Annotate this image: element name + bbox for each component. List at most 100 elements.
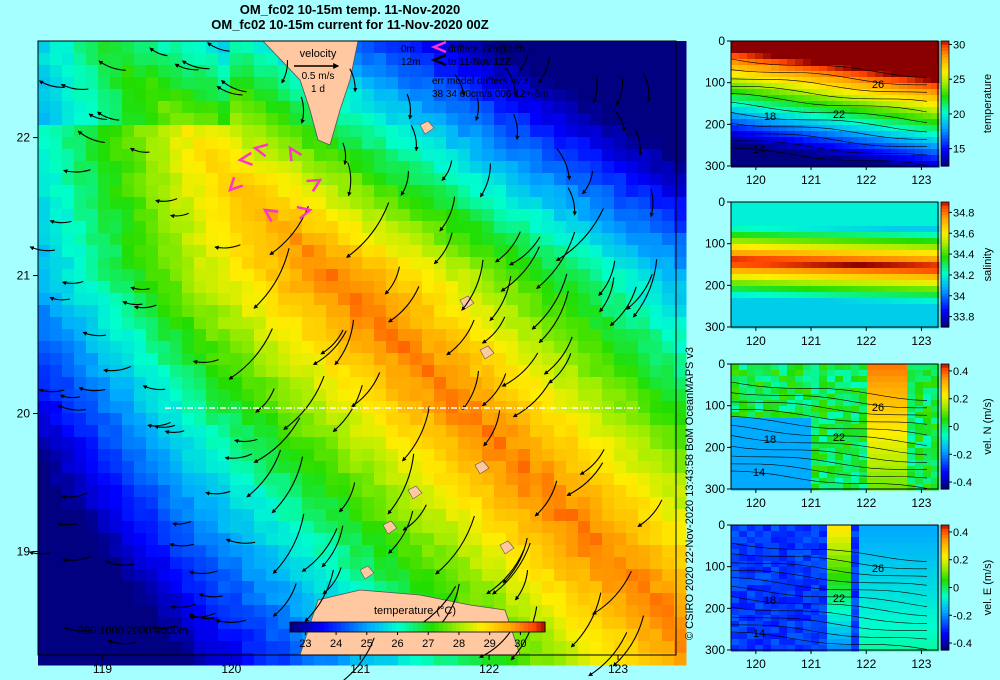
current-arrow: [28, 551, 51, 556]
current-arrow: [170, 603, 196, 610]
section-y-tick: 300: [705, 482, 725, 496]
current-arrow: [500, 246, 540, 292]
island: [382, 520, 398, 535]
current-arrow: [38, 388, 65, 393]
current-arrow: [461, 259, 484, 311]
island: [499, 540, 515, 555]
section-y-tick: 0: [718, 357, 725, 371]
current-arrow: [462, 370, 480, 411]
current-arrow: [155, 198, 178, 204]
current-arrow: [60, 84, 89, 90]
current-arrow: [513, 114, 520, 141]
section-x-tick: 122: [856, 173, 876, 187]
temperature-field: [38, 41, 687, 666]
section-colorbar-tick: 33.8: [953, 312, 974, 324]
current-arrow: [480, 163, 491, 198]
current-arrow: [492, 542, 531, 595]
velocity-time-label: 1 d: [311, 84, 325, 95]
current-arrow: [384, 266, 400, 295]
current-arrow: [599, 277, 615, 313]
island: [419, 120, 435, 135]
current-arrow: [57, 404, 87, 411]
current-arrow: [567, 187, 577, 216]
section-x-tick: 121: [801, 496, 821, 510]
current-arrow: [271, 456, 304, 514]
drifter-legend: 0m 12m drifters 72h@12h to 11-Nov 12Z er…: [401, 40, 548, 100]
current-arrow: [598, 260, 616, 296]
section-colorbar-tick: 34.2: [953, 270, 974, 282]
section-x-tick: 123: [911, 173, 931, 187]
current-arrow: [82, 331, 106, 337]
current-arrow: [579, 449, 605, 475]
current-arrow: [188, 613, 215, 620]
current-arrow: [446, 319, 475, 356]
colorbar-tick: 27: [422, 638, 434, 650]
current-arrow: [582, 170, 594, 195]
current-arrow: [388, 510, 414, 554]
current-arrow: [301, 528, 338, 572]
bathymetry-label: 200 1000 2000 4000m: [78, 625, 188, 637]
section-y-tick: 200: [705, 278, 725, 292]
current-arrow: [63, 169, 91, 174]
current-arrow: [475, 97, 480, 122]
current-arrow: [207, 42, 230, 52]
section-panel-2: 26 22 18 14 0 100 200 300 120 121 122 123 -0.4 -0.2 0 0…: [705, 357, 994, 510]
drifter-chevron: [296, 205, 313, 220]
current-arrow: [534, 480, 558, 517]
section-x-tick: 123: [911, 334, 931, 348]
current-arrow: [147, 421, 171, 429]
current-arrow: [489, 275, 512, 322]
section-x-tick: 122: [856, 496, 876, 510]
current-arrow: [612, 615, 645, 667]
current-arrow: [281, 60, 289, 84]
temperature-colorbar: temperature (°C) 23 24 25 26 27 28 29 30: [289, 605, 546, 650]
current-arrow: [164, 430, 185, 435]
current-arrow: [634, 129, 643, 157]
colorbar-tick: 24: [330, 638, 342, 650]
section-colorbar-tick: -0.2: [953, 610, 972, 622]
section-y-tick: 300: [705, 643, 725, 657]
current-arrow: [494, 231, 521, 263]
current-arrow: [60, 492, 88, 500]
section-x-tick: 122: [856, 657, 876, 671]
map-axes: 119 120 121 122 123 19 20 21 22: [17, 40, 677, 676]
current-arrow: [570, 592, 602, 648]
colorbar-tick: 25: [361, 638, 373, 650]
current-arrow: [593, 77, 598, 104]
section-y-tick: 100: [705, 560, 725, 574]
drifter-tracks: [228, 143, 323, 223]
current-arrow: [338, 637, 375, 680]
current-arrow: [150, 625, 176, 631]
colorbar-tick: 26: [391, 638, 403, 650]
current-arrow: [188, 570, 218, 575]
current-arrow: [62, 555, 91, 563]
island: [407, 485, 423, 500]
current-arrow: [509, 236, 541, 266]
section-y-tick: 200: [705, 440, 725, 454]
current-arrow: [224, 453, 253, 461]
section-x-tick: 120: [746, 496, 766, 510]
colorbar-tick: 28: [453, 638, 465, 650]
section-colorbar-tick: -0.2: [953, 449, 972, 461]
current-arrow: [537, 56, 550, 84]
current-arrow: [246, 449, 282, 498]
current-arrow: [387, 453, 415, 515]
current-arrow: [96, 111, 120, 121]
current-arrow: [481, 373, 507, 407]
current-arrow: [555, 208, 604, 261]
section-variable-label: salinity: [982, 247, 994, 281]
current-arrow: [57, 522, 78, 527]
map-y-tick: 20: [17, 407, 31, 421]
current-arrow: [122, 301, 143, 306]
model-drifter-marker-icon: [430, 53, 447, 67]
current-arrow: [548, 353, 572, 384]
contour-label: 26: [872, 79, 884, 91]
current-arrow: [643, 73, 652, 103]
drifter-depth-1: 0m: [401, 44, 415, 55]
section-y-tick: 200: [705, 117, 725, 131]
current-arrow: [632, 259, 658, 318]
drifter-chevron: [288, 145, 303, 162]
current-arrow: [169, 212, 189, 219]
section-colorbar-tick: 0.2: [953, 394, 968, 406]
colorbar-tick: 30: [514, 638, 526, 650]
